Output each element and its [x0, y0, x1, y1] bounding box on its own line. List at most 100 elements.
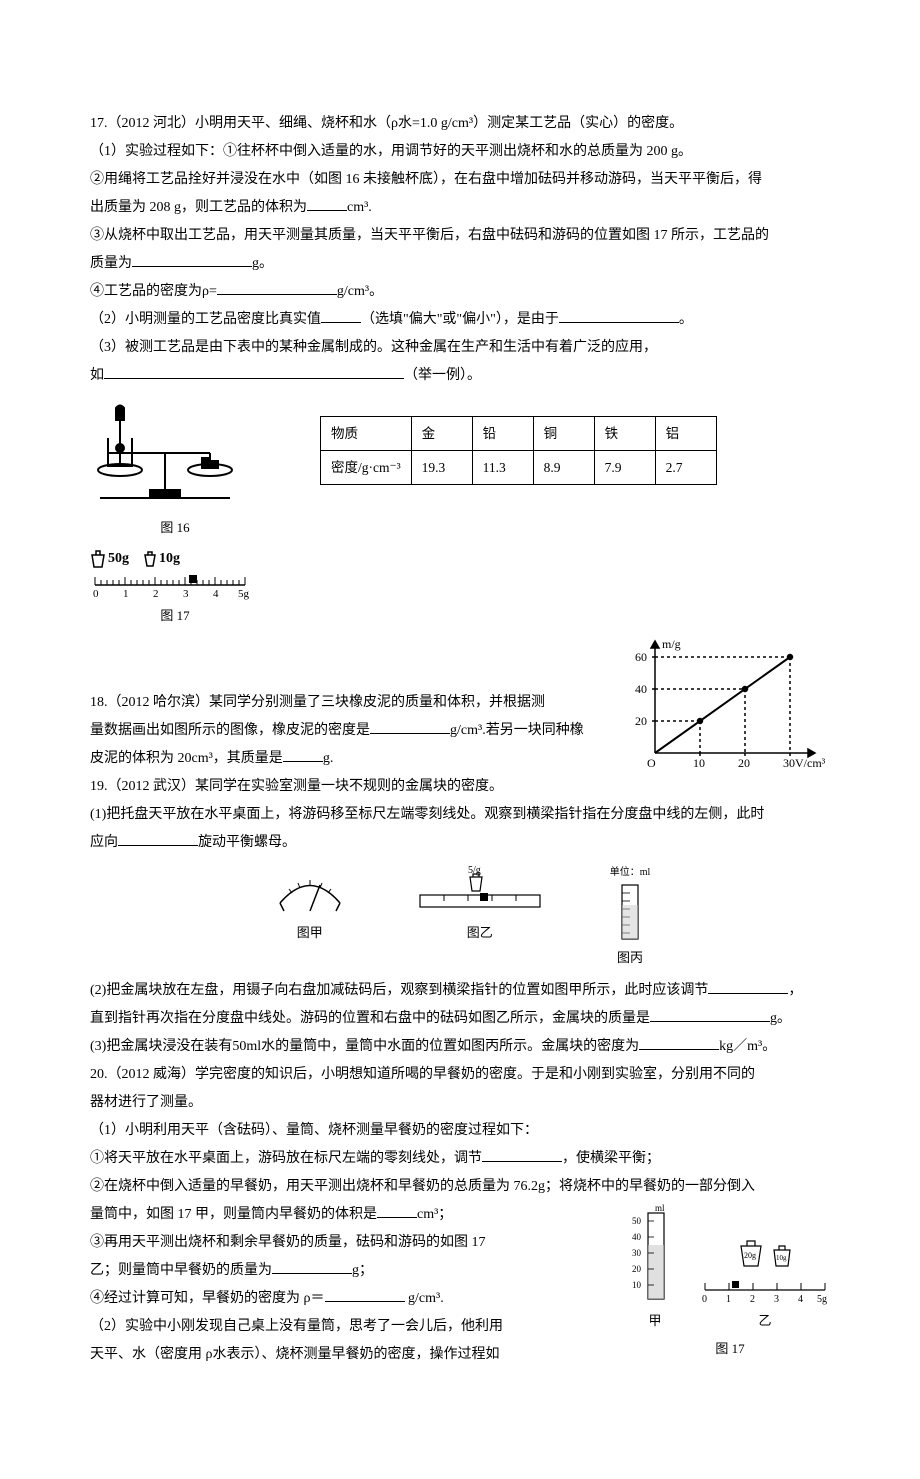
text: （举一例）。: [404, 368, 481, 383]
q20-figure: ml 50 40 30 20 10 甲 20g 10: [630, 1201, 830, 1362]
q20-row: 量筒中，如图 17 甲，则量筒内早餐奶的体积是cm³； ③再用天平测出烧杯和剩余…: [90, 1201, 830, 1369]
svg-text:4: 4: [213, 588, 219, 600]
svg-text:20: 20: [635, 714, 647, 728]
svg-text:50: 50: [632, 1216, 642, 1226]
table-header: 铝: [655, 417, 716, 451]
svg-text:10: 10: [632, 1280, 642, 1290]
q20-line3: ②在烧杯中倒入适量的早餐奶，用天平测出烧杯和早餐奶的总质量为 76.2g；将烧杯…: [90, 1173, 830, 1201]
weight-10-icon: 10g: [143, 545, 180, 573]
table-cell: 19.3: [411, 451, 472, 485]
svg-text:3: 3: [774, 1294, 779, 1305]
q18-line3: 皮泥的体积为 20cm³，其质量是g.: [90, 745, 610, 773]
q17-line3a: ②用绳将工艺品拴好并浸没在水中（如图 16 未接触杯底），在右盘中增加砝码并移动…: [90, 166, 830, 194]
text: 皮泥的体积为 20cm³，其质量是: [90, 751, 283, 766]
svg-text:60: 60: [635, 650, 647, 664]
text: ④工艺品的密度为ρ=: [90, 284, 217, 299]
svg-text:1: 1: [726, 1294, 731, 1305]
text: （2）小明测量的工艺品密度比真实值: [90, 312, 321, 327]
fig-yi-caption: 图乙: [410, 920, 550, 946]
q20-line0: 20.（2012 威海）学完密度的知识后，小明想知道所喝的早餐奶的密度。于是和小…: [90, 1061, 830, 1089]
dial-icon: [270, 863, 350, 918]
table-cell: 2.7: [655, 451, 716, 485]
svg-text:5g: 5g: [817, 1294, 827, 1305]
svg-text:1: 1: [123, 588, 129, 600]
blank: [132, 252, 252, 267]
table-header: 金: [411, 417, 472, 451]
text: (2)把金属块放在左盘，用镊子向右盘加减砝码后，观察到横梁指针的位置如图甲所示，…: [90, 983, 708, 998]
q18-row: 18.（2012 哈尔滨）某同学分别测量了三块橡皮泥的质量和体积，并根据测 量数…: [90, 633, 830, 773]
fig-jia: 图甲: [270, 863, 350, 971]
fig-jia-caption: 图甲: [270, 920, 350, 946]
text: g；: [352, 1263, 373, 1278]
table-cell: 7.9: [594, 451, 655, 485]
q20-line7: 天平、水（密度用 ρ水表示）、烧杯测量早餐奶的密度，操作过程如: [90, 1341, 620, 1369]
blank: [283, 747, 323, 762]
text: (3)把金属块浸没在装有50ml水的量筒中，量筒中水面的位置如图丙所示。金属块的…: [90, 1039, 639, 1054]
blank: [482, 1147, 562, 1162]
table-row: 物质 金 铅 铜 铁 铝: [321, 417, 717, 451]
text: 出质量为 208 g，则工艺品的体积为: [90, 200, 307, 215]
svg-text:0: 0: [93, 588, 99, 600]
text: ，使横梁平衡；: [562, 1151, 660, 1166]
q19-line2: 应向 旋动平衡螺母。: [90, 829, 830, 857]
svg-text:20g: 20g: [744, 1251, 756, 1260]
svg-text:0: 0: [702, 1294, 707, 1305]
svg-text:O: O: [647, 756, 656, 770]
q19-line1: (1)把托盘天平放在水平桌面上，将游码移至标尺左端零刻线处。观察到横梁指针指在分…: [90, 801, 830, 829]
text: 应向: [90, 835, 118, 850]
text: ④经过计算可知，早餐奶的密度为 ρ＝: [90, 1291, 325, 1306]
fig17-ruler-icon: 0 1 2 3 4 5g: [90, 573, 250, 601]
blank: [307, 196, 347, 211]
svg-text:V/cm³: V/cm³: [795, 756, 826, 770]
blank: [370, 719, 450, 734]
q19-line0: 19.（2012 武汉）某同学在实验室测量一块不规则的金属块的密度。: [90, 773, 830, 801]
blank: [321, 308, 361, 323]
text: 直到指针再次指在分度盘中线处。游码的位置和右盘中的砝码如图乙所示，金属块的质量是: [90, 1011, 650, 1026]
table-header: 铜: [533, 417, 594, 451]
cylinder-icon: [610, 883, 650, 943]
text: 量数据画出如图所示的图像，橡皮泥的密度是: [90, 723, 370, 738]
q18-line1: 18.（2012 哈尔滨）某同学分别测量了三块橡皮泥的质量和体积，并根据测: [90, 689, 610, 717]
text: g/cm³.: [405, 1291, 444, 1306]
text: kg／m³。: [719, 1039, 776, 1054]
text: g。: [252, 256, 273, 271]
density-table: 物质 金 铅 铜 铁 铝 密度/g·cm⁻³ 19.3 11.3 8.9 7.9…: [320, 416, 717, 485]
fig-yi-caption: 乙: [700, 1308, 830, 1334]
q18-chart: m/g 20 40 60 O 10 20 30 V/cm³: [620, 633, 830, 773]
blank: [272, 1259, 352, 1274]
weight-10-icon: 10g: [771, 1244, 793, 1268]
weights-yi: 20g 10g 0 1 2 3 4 5g 乙: [700, 1238, 830, 1334]
svg-text:5g: 5g: [238, 588, 250, 600]
q20-line6: （2）实验中小刚发现自己桌上没有量筒，思考了一会儿后，他利用: [90, 1313, 620, 1341]
svg-text:ml: ml: [655, 1203, 665, 1213]
q17-line6: （2）小明测量的工艺品密度比真实值（选填"偏大"或"偏小"），是由于。: [90, 306, 830, 334]
text: g/cm³.若另一块同种橡: [450, 723, 584, 738]
svg-text:10: 10: [693, 756, 705, 770]
text: 旋动平衡螺母。: [198, 835, 296, 850]
q17-line1: 17.（2012 河北）小明用天平、细绳、烧杯和水（ρ水=1.0 g/cm³）测…: [90, 110, 830, 138]
svg-text:40: 40: [632, 1232, 642, 1242]
q17-line5: ④工艺品的密度为ρ=g/cm³。: [90, 278, 830, 306]
q17-line7: （3）被测工艺品是由下表中的某种金属制成的。这种金属在生产和生活中有着广泛的应用…: [90, 334, 830, 362]
density-table-wrap: 物质 金 铅 铜 铁 铝 密度/g·cm⁻³ 19.3 11.3 8.9 7.9…: [320, 398, 717, 485]
table-cell: 8.9: [533, 451, 594, 485]
table-header: 铁: [594, 417, 655, 451]
q17-line4a: ③从烧杯中取出工艺品，用天平测量其质量，当天平平衡后，右盘中砝码和游码的位置如图…: [90, 222, 830, 250]
fig16-balance-icon: [90, 398, 240, 513]
q19-line3: (2)把金属块放在左盘，用镊子向右盘加减砝码后，观察到横梁指针的位置如图甲所示，…: [90, 977, 830, 1005]
fig17-caption: 图 17: [90, 603, 260, 629]
blank: [377, 1203, 417, 1218]
text: cm³；: [417, 1207, 452, 1222]
blank: [325, 1287, 405, 1302]
q17-figures-row: 图 16 50g 10g 0 1 2: [90, 398, 830, 629]
text: cm³.: [347, 200, 372, 215]
q18-line2: 量数据画出如图所示的图像，橡皮泥的密度是 g/cm³.若另一块同种橡: [90, 717, 610, 745]
q20-line5: ④经过计算可知，早餐奶的密度为 ρ＝ g/cm³.: [90, 1285, 620, 1313]
weight-20-icon: 20g: [737, 1238, 765, 1268]
svg-text:4: 4: [798, 1294, 803, 1305]
table-row: 密度/g·cm⁻³ 19.3 11.3 8.9 7.9 2.7: [321, 451, 717, 485]
blank: [708, 979, 788, 994]
q19-line4: 直到指针再次指在分度盘中线处。游码的位置和右盘中的砝码如图乙所示，金属块的质量是…: [90, 1005, 830, 1033]
q20-line3b: 量筒中，如图 17 甲，则量筒内早餐奶的体积是cm³；: [90, 1201, 620, 1229]
fig16-fig17: 图 16 50g 10g 0 1 2: [90, 398, 260, 629]
